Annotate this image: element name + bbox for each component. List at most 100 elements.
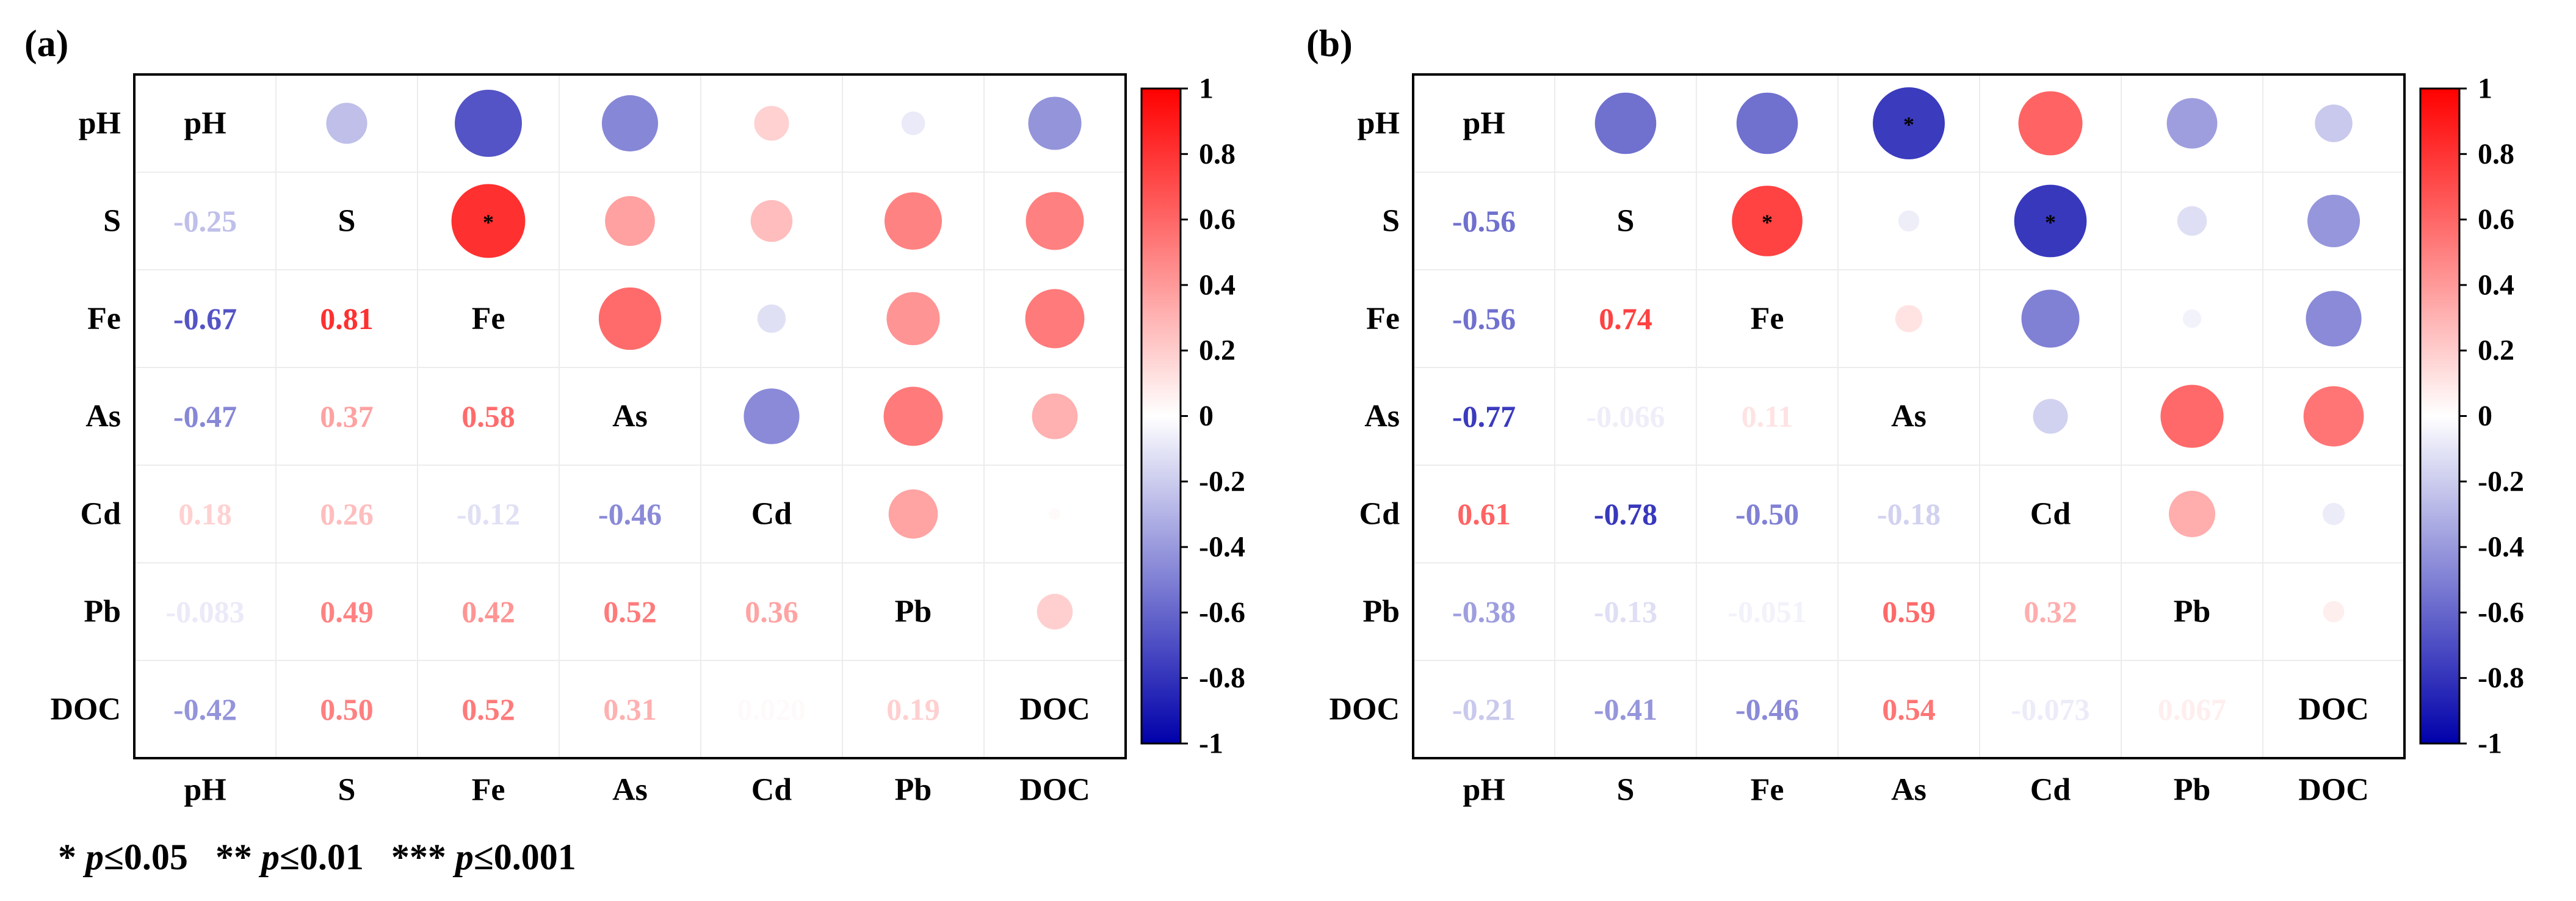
corr-circle-ph-cd [754,106,789,141]
corr-circle-s-cd [2014,184,2087,258]
corr-circle-ph-doc [1028,96,1082,150]
corr-value-fe-s: 0.81 [320,302,374,336]
corr-value-doc-ph: -0.42 [173,692,237,726]
corr-value-as-ph: -0.77 [1452,399,1516,433]
corr-circle-s-as [605,196,655,246]
y-tick-pb: Pb [84,595,121,629]
corr-circle-cd-pb [2168,490,2216,538]
x-tick-s: S [1617,773,1635,808]
footnote-threshold-1: ≤0.05 [104,837,188,877]
corr-value-fe-ph: -0.56 [1452,302,1516,336]
colorbar-tick-label: 1 [1199,73,1214,105]
corr-circle-s-pb [2177,206,2207,236]
corr-value-as-s: -0.066 [1586,399,1665,433]
corr-circle-ph-s [326,103,367,144]
corr-circle-s-doc [2307,194,2361,248]
corr-circle-as-doc [1032,393,1078,440]
footnote-p-1: p [85,837,104,877]
footnote-star-1: * [58,837,76,877]
diag-label-s: S [1617,204,1635,239]
corr-circle-fe-doc [2306,291,2362,347]
x-tick-ph: pH [184,773,226,808]
corr-value-doc-cd: -0.073 [2011,692,2089,726]
colorbar-tick-label: 1 [2478,73,2492,105]
diag-label-doc: DOC [2298,692,2369,727]
significance-star: * [483,210,494,234]
y-tick-ph: pH [1358,106,1400,141]
corr-circle-ph-fe [1736,92,1798,154]
diag-label-fe: Fe [472,302,505,336]
x-tick-pb: Pb [2174,773,2211,808]
colorbar-tick-label: -0.8 [2478,662,2524,694]
corr-circle-fe-doc [1025,289,1085,349]
corr-circle-pb-doc [2323,601,2345,623]
corr-circle-ph-fe [454,89,523,157]
corr-circle-ph-pb [2166,98,2218,149]
diag-label-ph: pH [184,106,226,141]
x-tick-doc: DOC [2298,773,2369,808]
diag-label-pb: Pb [895,595,932,629]
corr-circle-fe-pb [2182,309,2202,328]
significance-star: * [2045,210,2056,234]
significance-star: * [1762,210,1773,234]
diag-label-pb: Pb [2174,595,2211,629]
y-tick-cd: Cd [1359,497,1400,532]
colorbar-tick-label: -0.6 [2478,596,2524,629]
corr-value-cd-ph: 0.18 [178,497,232,531]
corr-value-s-ph: -0.56 [1452,204,1516,238]
colorbar-tick-label: -0.2 [1199,465,1245,498]
corr-value-pb-as: 0.52 [603,595,657,629]
corr-circle-s-fe [451,184,526,258]
corr-value-doc-pb: 0.067 [2158,692,2227,726]
footnote-threshold-3: ≤0.001 [473,837,576,877]
colorbar-tick-label: -0.4 [1199,531,1245,563]
footnote-star-2: ** [215,837,252,877]
x-tick-cd: Cd [751,773,792,808]
diag-label-ph: pH [1463,106,1505,141]
corr-value-pb-cd: 0.36 [745,595,798,629]
y-tick-as: As [1364,399,1400,434]
x-tick-cd: Cd [2030,773,2071,808]
corr-circle-pb-doc [1037,593,1073,630]
corr-value-pb-fe: -0.051 [1728,595,1806,629]
colorbar-tick-label: 0.8 [2478,138,2514,170]
corr-value-doc-s: -0.41 [1594,692,1657,726]
colorbar-tick-label: 0.6 [1199,203,1236,236]
y-tick-doc: DOC [50,692,121,727]
corr-value-pb-cd: 0.32 [2024,595,2077,629]
corr-circle-s-doc [1026,192,1084,250]
y-tick-ph: pH [79,106,121,141]
corr-circle-s-cd [750,200,793,242]
x-tick-fe: Fe [472,773,505,808]
footnote-p-3: p [455,837,474,877]
corr-circle-as-pb [2160,385,2224,448]
y-tick-fe: Fe [1366,302,1400,336]
corr-value-pb-s: -0.13 [1594,595,1657,629]
colorbar-tick-label: 0 [1199,400,1214,432]
corr-value-doc-cd: 0.020 [737,692,806,726]
significance-star: * [1903,112,1914,137]
corr-circle-s-fe [1732,186,1803,256]
corr-circle-ph-doc [2315,104,2353,142]
corr-circle-ph-pb [901,111,925,136]
corr-circle-fe-as [598,287,662,350]
corr-circle-s-pb [884,192,942,250]
corr-circle-ph-s [1594,92,1657,154]
corr-value-as-fe: 0.58 [461,399,515,433]
x-tick-as: As [612,773,648,808]
corr-circle-fe-cd [2021,289,2080,348]
y-tick-s: S [103,204,121,239]
x-tick-doc: DOC [1019,773,1090,808]
colorbar-tick-label: -0.4 [2478,531,2524,563]
footnote-star-3: *** [391,837,446,877]
corr-value-cd-as: -0.18 [1877,497,1941,531]
y-tick-s: S [1382,204,1400,239]
diag-label-cd: Cd [751,497,792,532]
corr-value-fe-s: 0.74 [1599,302,1652,336]
corr-circle-fe-pb [886,292,940,346]
colorbar [1140,87,1182,745]
plot-frame [133,73,1127,759]
corr-circle-ph-as [601,95,659,152]
corr-value-pb-s: 0.49 [320,595,374,629]
